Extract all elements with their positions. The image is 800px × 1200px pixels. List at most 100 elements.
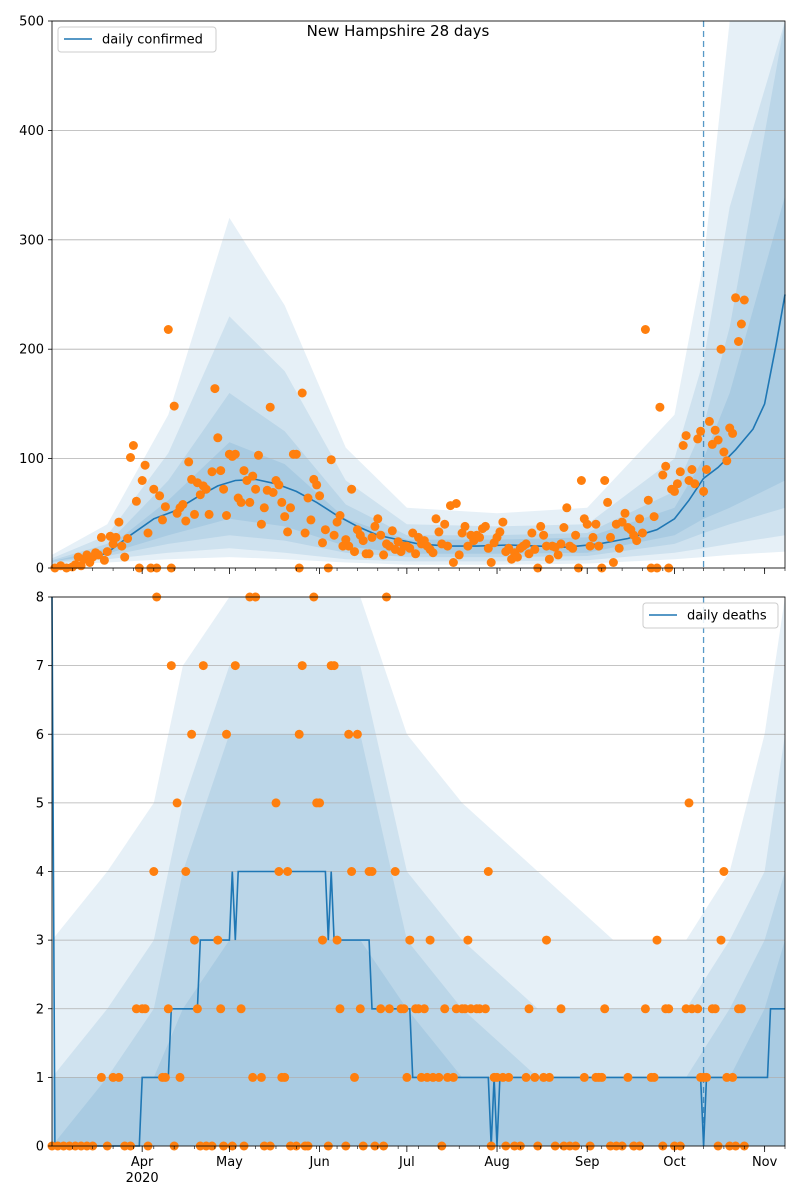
y-tick-label: 4 xyxy=(36,865,44,880)
data-point xyxy=(210,384,220,394)
x-tick-label: Nov xyxy=(752,1155,778,1170)
data-point xyxy=(591,519,601,529)
data-point xyxy=(617,517,627,527)
data-point xyxy=(390,867,400,876)
data-point xyxy=(96,532,106,542)
data-point xyxy=(230,449,240,459)
data-point xyxy=(460,521,470,531)
data-point xyxy=(690,479,700,489)
data-point xyxy=(300,528,310,538)
data-point xyxy=(160,502,170,512)
y-tick-label: 7 xyxy=(36,659,44,674)
legend-label-deaths: daily deaths xyxy=(687,609,767,624)
y-tick-label: 300 xyxy=(19,233,44,248)
data-point xyxy=(268,488,278,497)
data-point xyxy=(440,519,450,529)
data-point xyxy=(640,325,650,334)
data-point xyxy=(544,1072,554,1082)
data-point xyxy=(568,543,578,553)
data-point xyxy=(184,457,194,467)
data-point xyxy=(149,484,159,494)
data-point xyxy=(588,532,598,542)
data-point xyxy=(190,509,199,519)
data-point xyxy=(195,490,205,500)
data-point xyxy=(254,450,263,460)
legend-label-confirmed: daily confirmed xyxy=(102,33,203,48)
y-tick-label: 5 xyxy=(36,796,44,811)
data-point xyxy=(434,527,444,537)
data-point xyxy=(181,516,191,526)
data-point xyxy=(536,521,546,531)
data-point xyxy=(318,538,327,548)
data-point xyxy=(274,480,284,490)
data-point xyxy=(530,544,540,554)
data-point xyxy=(265,402,275,412)
data-point xyxy=(640,1004,650,1014)
data-point xyxy=(716,344,726,354)
data-point xyxy=(495,527,505,537)
deaths-legend[interactable]: daily deaths xyxy=(642,602,779,629)
data-point xyxy=(736,1004,746,1014)
data-point xyxy=(448,558,458,567)
data-point xyxy=(256,519,266,529)
data-point xyxy=(367,867,377,876)
data-point xyxy=(126,453,135,462)
data-point xyxy=(373,514,383,524)
data-point xyxy=(428,548,438,558)
data-point xyxy=(600,476,610,485)
data-point xyxy=(190,935,199,945)
deaths-y-axis: 0 1 2 3 4 5 6 7 8 xyxy=(36,591,52,1155)
data-point xyxy=(670,486,679,496)
data-point xyxy=(597,1072,607,1082)
data-point xyxy=(675,467,685,477)
confirmed-legend[interactable]: daily confirmed xyxy=(57,26,217,53)
y-tick-label: 0 xyxy=(36,1140,44,1155)
data-point xyxy=(175,1072,185,1082)
confirmed-panel: 0 100 200 300 400 500 daily confirmed New Ham… xyxy=(19,15,786,577)
data-point xyxy=(303,493,313,503)
data-point xyxy=(259,503,269,513)
x-tick-year-label: 2020 xyxy=(126,1171,159,1186)
data-point xyxy=(521,539,531,549)
data-point xyxy=(280,512,290,522)
data-point xyxy=(320,525,330,535)
y-tick-label: 2 xyxy=(36,1002,44,1017)
data-point xyxy=(248,471,258,481)
data-point xyxy=(358,536,368,546)
data-point xyxy=(702,465,711,474)
data-point xyxy=(128,441,138,450)
uncertainty-band-2 xyxy=(52,21,785,564)
data-point xyxy=(728,1072,738,1082)
data-point xyxy=(111,532,121,542)
data-point xyxy=(332,935,342,945)
data-point xyxy=(693,1004,703,1014)
data-point xyxy=(294,729,304,739)
data-point xyxy=(213,433,223,443)
data-point xyxy=(480,1004,490,1014)
data-point xyxy=(347,484,357,494)
data-point xyxy=(94,550,103,560)
data-point xyxy=(216,466,226,476)
data-point xyxy=(376,1004,386,1014)
data-point xyxy=(672,479,682,489)
data-point xyxy=(579,1072,589,1082)
data-point xyxy=(102,547,112,557)
data-point xyxy=(163,1004,173,1014)
data-point xyxy=(448,1072,458,1082)
data-point xyxy=(524,1004,534,1014)
data-point xyxy=(542,935,551,945)
uncertainty-band-3 xyxy=(52,734,785,1146)
data-point xyxy=(271,798,281,808)
data-point xyxy=(350,547,359,557)
uncertainty-band-3 xyxy=(52,21,785,563)
data-point xyxy=(463,541,473,551)
y-tick-label: 3 xyxy=(36,934,44,949)
data-point xyxy=(483,543,493,553)
data-point xyxy=(169,401,179,411)
data-point xyxy=(702,1072,711,1082)
data-point xyxy=(443,541,453,551)
data-point xyxy=(463,935,473,945)
